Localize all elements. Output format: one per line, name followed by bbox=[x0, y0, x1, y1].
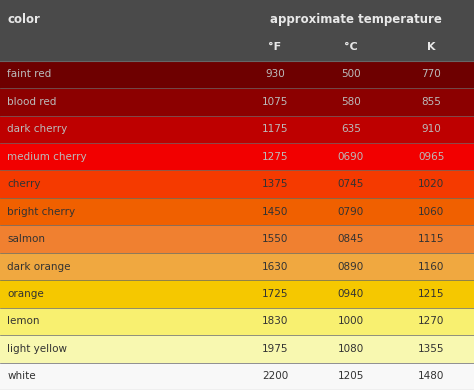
Text: 1080: 1080 bbox=[337, 344, 364, 354]
Text: 500: 500 bbox=[341, 69, 361, 80]
Bar bbox=[0, 198, 474, 225]
Text: light yellow: light yellow bbox=[7, 344, 67, 354]
Bar bbox=[0, 88, 474, 115]
Bar bbox=[0, 61, 474, 88]
Text: 1550: 1550 bbox=[262, 234, 288, 244]
Text: dark orange: dark orange bbox=[7, 262, 71, 271]
Text: medium cherry: medium cherry bbox=[7, 152, 87, 162]
Bar bbox=[0, 143, 474, 170]
Text: 0790: 0790 bbox=[337, 207, 364, 216]
Text: bright cherry: bright cherry bbox=[7, 207, 75, 216]
Text: 770: 770 bbox=[421, 69, 441, 80]
Text: 1270: 1270 bbox=[418, 316, 445, 326]
Text: 1000: 1000 bbox=[337, 316, 364, 326]
Text: 0690: 0690 bbox=[337, 152, 364, 162]
Bar bbox=[0, 280, 474, 308]
Text: lemon: lemon bbox=[7, 316, 40, 326]
Text: 1975: 1975 bbox=[262, 344, 288, 354]
Text: white: white bbox=[7, 371, 36, 381]
Text: 0965: 0965 bbox=[418, 152, 445, 162]
Text: salmon: salmon bbox=[7, 234, 45, 244]
Text: 580: 580 bbox=[341, 97, 361, 107]
Text: °F: °F bbox=[268, 42, 282, 52]
Text: 1355: 1355 bbox=[418, 344, 445, 354]
Text: 1115: 1115 bbox=[418, 234, 445, 244]
Text: 2200: 2200 bbox=[262, 371, 288, 381]
Text: 1830: 1830 bbox=[262, 316, 288, 326]
Text: 1075: 1075 bbox=[262, 97, 288, 107]
Text: faint red: faint red bbox=[7, 69, 51, 80]
Bar bbox=[0, 253, 474, 280]
Text: 855: 855 bbox=[421, 97, 441, 107]
Text: blood red: blood red bbox=[7, 97, 56, 107]
Text: 930: 930 bbox=[265, 69, 285, 80]
Bar bbox=[0, 225, 474, 253]
Bar bbox=[0, 115, 474, 143]
Bar bbox=[0, 335, 474, 363]
Text: °C: °C bbox=[344, 42, 358, 52]
Text: dark cherry: dark cherry bbox=[7, 124, 67, 134]
Text: 0845: 0845 bbox=[337, 234, 364, 244]
Text: 635: 635 bbox=[341, 124, 361, 134]
Text: K: K bbox=[427, 42, 436, 52]
Text: 0890: 0890 bbox=[337, 262, 364, 271]
Text: 1160: 1160 bbox=[418, 262, 445, 271]
Bar bbox=[0, 308, 474, 335]
Text: 1450: 1450 bbox=[262, 207, 288, 216]
Text: 1215: 1215 bbox=[418, 289, 445, 299]
Bar bbox=[0, 363, 474, 390]
Text: 1480: 1480 bbox=[418, 371, 445, 381]
Text: orange: orange bbox=[7, 289, 44, 299]
Text: 1275: 1275 bbox=[262, 152, 288, 162]
Text: 0745: 0745 bbox=[337, 179, 364, 189]
Text: 910: 910 bbox=[421, 124, 441, 134]
Text: 1020: 1020 bbox=[418, 179, 445, 189]
Text: 0940: 0940 bbox=[337, 289, 364, 299]
Bar bbox=[0, 170, 474, 198]
Text: 1725: 1725 bbox=[262, 289, 288, 299]
Text: cherry: cherry bbox=[7, 179, 41, 189]
Text: approximate temperature: approximate temperature bbox=[270, 13, 441, 26]
Text: 1205: 1205 bbox=[337, 371, 364, 381]
Text: 1060: 1060 bbox=[418, 207, 445, 216]
Text: 1630: 1630 bbox=[262, 262, 288, 271]
Text: 1375: 1375 bbox=[262, 179, 288, 189]
Text: 1175: 1175 bbox=[262, 124, 288, 134]
Text: color: color bbox=[7, 13, 40, 26]
